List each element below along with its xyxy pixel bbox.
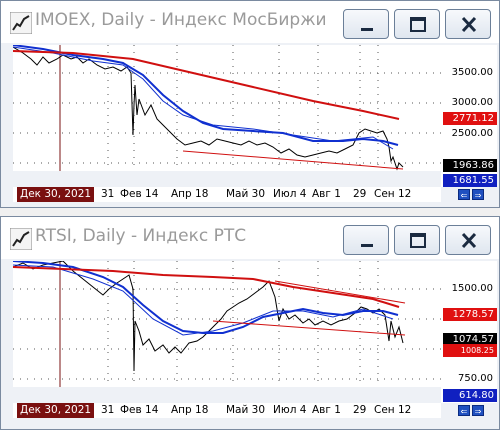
close-button[interactable] xyxy=(445,9,491,39)
chart-grid xyxy=(13,45,441,171)
price-badge-current: 1963.86 xyxy=(443,159,497,172)
x-tick-label: Июл 4 xyxy=(273,188,307,200)
price-axis: 3500.00 3000.00 2500.00 2771.12 1963.86 … xyxy=(441,45,497,187)
price-badge-current: 1074.57 xyxy=(443,333,497,346)
price-badge-trend: 1008.25 xyxy=(443,344,497,357)
moving-average-thin xyxy=(13,264,394,336)
chart-app-icon xyxy=(10,228,32,250)
price-badge-low: 614.80 xyxy=(443,389,497,402)
x-tick-label: Сен 12 xyxy=(374,188,412,200)
moving-average-thin xyxy=(13,46,394,150)
chart-window-rtsi: RTSI, Daily - Индекс РТС 1500.00 750.00 … xyxy=(0,216,500,430)
trend-line xyxy=(212,320,406,336)
cursor-date-label: Дек 30, 2021 xyxy=(17,187,95,202)
price-badge-low: 1681.55 xyxy=(443,174,497,187)
y-tick-label: 2500.00 xyxy=(451,128,493,139)
title-bar[interactable]: RTSI, Daily - Индекс РТС xyxy=(1,217,499,259)
x-tick-label: Сен 12 xyxy=(374,404,412,416)
price-series xyxy=(13,46,404,171)
chart-window-imoex: IMOEX, Daily - Индекс МосБиржи 3500.00 3… xyxy=(0,0,500,208)
trend-line-upper xyxy=(274,280,406,304)
price-chart-svg xyxy=(13,45,441,171)
minimize-icon xyxy=(361,244,373,247)
scroll-left-button[interactable]: ⇐ xyxy=(458,405,470,416)
restore-icon xyxy=(410,17,426,32)
restore-button[interactable] xyxy=(394,225,440,255)
window-title: RTSI, Daily - Индекс РТС xyxy=(35,226,247,246)
moving-average-blue xyxy=(13,45,399,146)
x-tick-label: Май 30 xyxy=(226,188,266,200)
price-chart-plot[interactable] xyxy=(13,261,441,387)
y-tick-label: 750.00 xyxy=(458,373,493,384)
y-tick-label: 1500.00 xyxy=(451,283,493,294)
scroll-left-button[interactable]: ⇐ xyxy=(458,189,470,200)
window-title: IMOEX, Daily - Индекс МосБиржи xyxy=(35,10,327,30)
chart-app-icon xyxy=(10,12,32,34)
chart-grid xyxy=(13,261,441,387)
x-tick-label: Авг 1 xyxy=(312,188,341,200)
scroll-right-button[interactable]: ⇒ xyxy=(472,405,484,416)
close-icon xyxy=(461,232,477,249)
scroll-right-button[interactable]: ⇒ xyxy=(472,189,484,200)
x-tick-label: Апр 18 xyxy=(171,188,209,200)
minimize-button[interactable] xyxy=(343,225,389,255)
price-badge-ma: 1278.57 xyxy=(443,308,497,321)
x-tick-label: Авг 1 xyxy=(312,404,341,416)
restore-button[interactable] xyxy=(394,9,440,39)
time-axis: Дек 30, 2021 31 Фев 14 Апр 18 Май 30 Июл… xyxy=(13,187,441,202)
x-tick-label: Май 30 xyxy=(226,404,266,416)
x-tick-label: 31 xyxy=(101,404,115,416)
moving-average-blue xyxy=(13,261,399,334)
price-chart-plot[interactable] xyxy=(13,45,441,171)
x-tick-label: Апр 18 xyxy=(171,404,209,416)
title-bar[interactable]: IMOEX, Daily - Индекс МосБиржи xyxy=(1,1,499,43)
x-tick-label: 29 xyxy=(353,188,367,200)
x-tick-label: 29 xyxy=(353,404,367,416)
minimize-icon xyxy=(361,28,373,31)
price-chart-svg xyxy=(13,261,441,387)
y-tick-label: 3000.00 xyxy=(451,97,493,108)
moving-average-red xyxy=(13,50,400,120)
moving-average-red xyxy=(13,266,400,308)
x-tick-label: Фев 14 xyxy=(120,404,159,416)
x-tick-label: Фев 14 xyxy=(120,188,159,200)
x-tick-label: Июл 4 xyxy=(273,404,307,416)
close-icon xyxy=(461,16,477,33)
time-axis: Дек 30, 2021 31 Фев 14 Апр 18 Май 30 Июл… xyxy=(13,403,441,418)
price-badge-ma: 2771.12 xyxy=(443,112,497,125)
cursor-date-label: Дек 30, 2021 xyxy=(17,403,95,418)
trend-line xyxy=(182,150,404,170)
price-axis: 1500.00 750.00 1278.57 1074.57 1008.25 6… xyxy=(441,261,497,403)
close-button[interactable] xyxy=(445,225,491,255)
x-tick-label: 31 xyxy=(101,188,115,200)
minimize-button[interactable] xyxy=(343,9,389,39)
y-tick-label: 3500.00 xyxy=(451,67,493,78)
restore-icon xyxy=(410,233,426,248)
